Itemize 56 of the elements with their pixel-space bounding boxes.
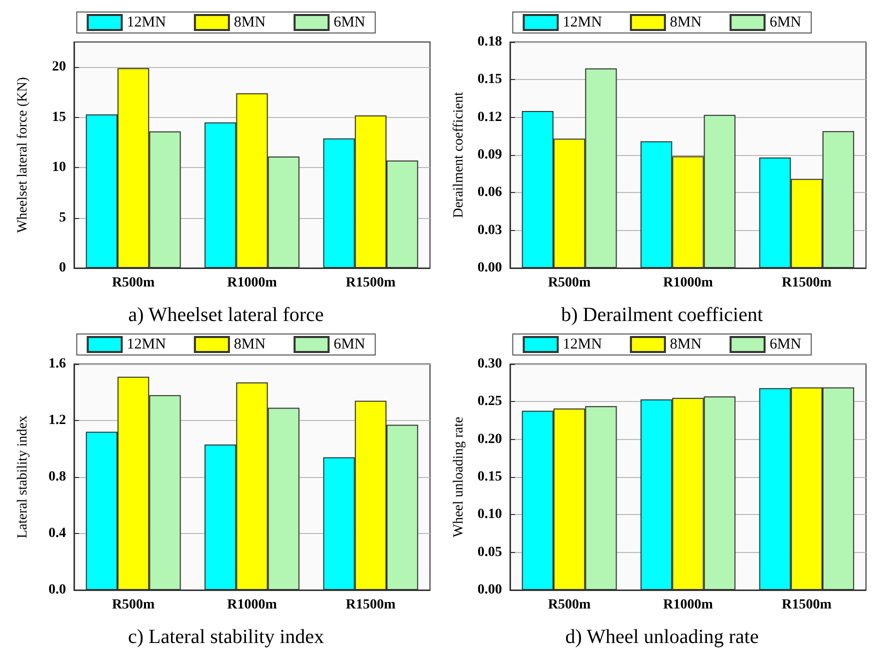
y-tick-label: 5: [59, 210, 66, 226]
legend-label: 8MN: [234, 336, 266, 352]
y-tick-label: 0.09: [478, 148, 502, 162]
y-tick-label: 0.06: [478, 185, 502, 200]
legend-label: 12MN: [126, 14, 166, 30]
legend-label: 8MN: [670, 14, 702, 30]
y-tick-label: 0.4: [48, 526, 66, 541]
y-tick-label: 0.30: [478, 356, 502, 372]
text: b) Derailment coefficient: [561, 304, 764, 326]
y-tick-label: 1.6: [48, 356, 66, 372]
y-tick-label: 10: [52, 160, 66, 176]
y-tick-label: 0.8: [48, 470, 66, 484]
y-tick-label: 0.00: [478, 260, 502, 276]
x-tick-label: R500m: [548, 276, 592, 290]
legend-label: 8MN: [234, 14, 266, 30]
text: d) Wheel unloading rate: [565, 626, 759, 648]
x-tick-label: R500m: [112, 276, 156, 290]
text: c) Lateral stability index: [128, 626, 324, 648]
legend-label: 8MN: [670, 336, 702, 352]
y-tick-label: 0.00: [478, 582, 502, 598]
y-tick-label: 20: [52, 60, 66, 75]
y-axis-title: Wheel unloading rate: [452, 416, 466, 538]
y-tick-label: 0.0: [48, 582, 66, 598]
y-tick-label: 0: [59, 260, 66, 276]
text: a) Wheelset lateral force: [128, 304, 324, 326]
x-tick-label: R1500m: [782, 598, 832, 612]
y-tick-label: 0.25: [478, 394, 502, 410]
y-axis-title: Wheelset lateral force (KN): [16, 76, 30, 233]
y-axis-title: Derailment coefficient: [452, 92, 466, 218]
legend-label: 6MN: [770, 336, 802, 352]
legend-label: 6MN: [334, 14, 366, 30]
y-tick-label: 0.18: [478, 34, 502, 50]
x-tick-label: R1000m: [663, 276, 714, 290]
legend-label: 12MN: [562, 336, 602, 352]
y-tick-label: 0.05: [478, 544, 502, 560]
y-tick-label: 15: [52, 110, 66, 125]
y-axis-title: Lateral stability index: [16, 416, 30, 538]
x-tick-label: R1000m: [227, 276, 278, 290]
legend-label: 12MN: [126, 336, 166, 352]
x-tick-label: R1500m: [782, 276, 832, 290]
x-tick-label: R1500m: [346, 598, 396, 612]
y-tick-label: 0.10: [478, 507, 502, 522]
y-tick-label: 0.15: [478, 470, 502, 484]
y-tick-label: 0.20: [478, 432, 502, 447]
y-tick-label: 1.2: [48, 413, 66, 428]
x-tick-label: R500m: [112, 598, 156, 612]
legend-label: 6MN: [770, 14, 802, 30]
legend-label: 12MN: [562, 14, 602, 30]
y-tick-label: 0.15: [478, 72, 502, 88]
x-tick-label: R1500m: [346, 276, 396, 290]
legend-label: 6MN: [334, 336, 366, 352]
y-tick-label: 0.03: [478, 222, 502, 238]
x-tick-label: R1000m: [663, 598, 714, 612]
y-tick-label: 0.12: [478, 110, 502, 125]
x-tick-label: R1000m: [227, 598, 278, 612]
x-tick-label: R500m: [548, 598, 592, 612]
